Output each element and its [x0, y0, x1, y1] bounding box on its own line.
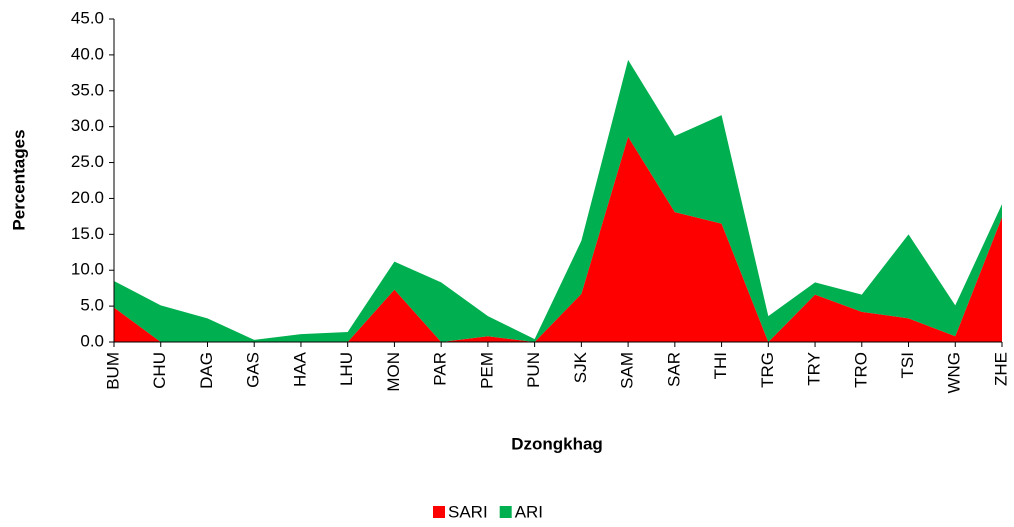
x-tick-label: CHU: [150, 352, 169, 389]
y-tick-label: 45.0: [71, 8, 104, 27]
x-tick-label: SAM: [618, 352, 637, 389]
x-tick-label: TRG: [758, 352, 777, 388]
x-tick-label: THI: [711, 352, 730, 379]
y-axis-title: Percentages: [9, 129, 28, 230]
legend-swatch: [433, 506, 445, 518]
x-tick-label: TRY: [805, 352, 824, 386]
legend-label: SARI: [448, 502, 488, 521]
x-tick-label: GAS: [244, 352, 263, 388]
area: [114, 59, 1002, 343]
x-tick-label: MON: [384, 352, 403, 392]
area: [114, 136, 1002, 342]
y-tick-label: 5.0: [80, 296, 104, 315]
x-tick-label: TSI: [898, 352, 917, 378]
legend-swatch: [499, 506, 512, 518]
legend-label: ARI: [515, 502, 543, 521]
x-tick-label: BUM: [103, 352, 122, 390]
x-tick-label: PAR: [431, 352, 450, 386]
y-tick-label: 15.0: [71, 224, 104, 243]
x-axis-title: Dzongkhag: [511, 434, 603, 453]
x-tick-label: PUN: [524, 352, 543, 388]
x-tick-label: WNG: [945, 352, 964, 394]
x-tick-label: PEM: [477, 352, 496, 389]
x-tick-label: TRO: [851, 352, 870, 388]
y-tick-label: 20.0: [71, 188, 104, 207]
x-tick-label: HAA: [290, 351, 309, 387]
y-tick-label: 35.0: [71, 80, 104, 99]
x-tick-label: SJK: [571, 351, 590, 383]
y-tick-label: 0.0: [80, 331, 104, 350]
y-tick-label: 40.0: [71, 44, 104, 63]
x-tick-label: DAG: [197, 352, 216, 389]
y-tick-label: 30.0: [71, 116, 104, 135]
y-tick-label: 10.0: [71, 260, 104, 279]
x-tick-label: ZHE: [991, 352, 1010, 386]
x-tick-label: SAR: [664, 352, 683, 387]
y-tick-label: 25.0: [71, 152, 104, 171]
x-tick-label: LHU: [337, 352, 356, 386]
